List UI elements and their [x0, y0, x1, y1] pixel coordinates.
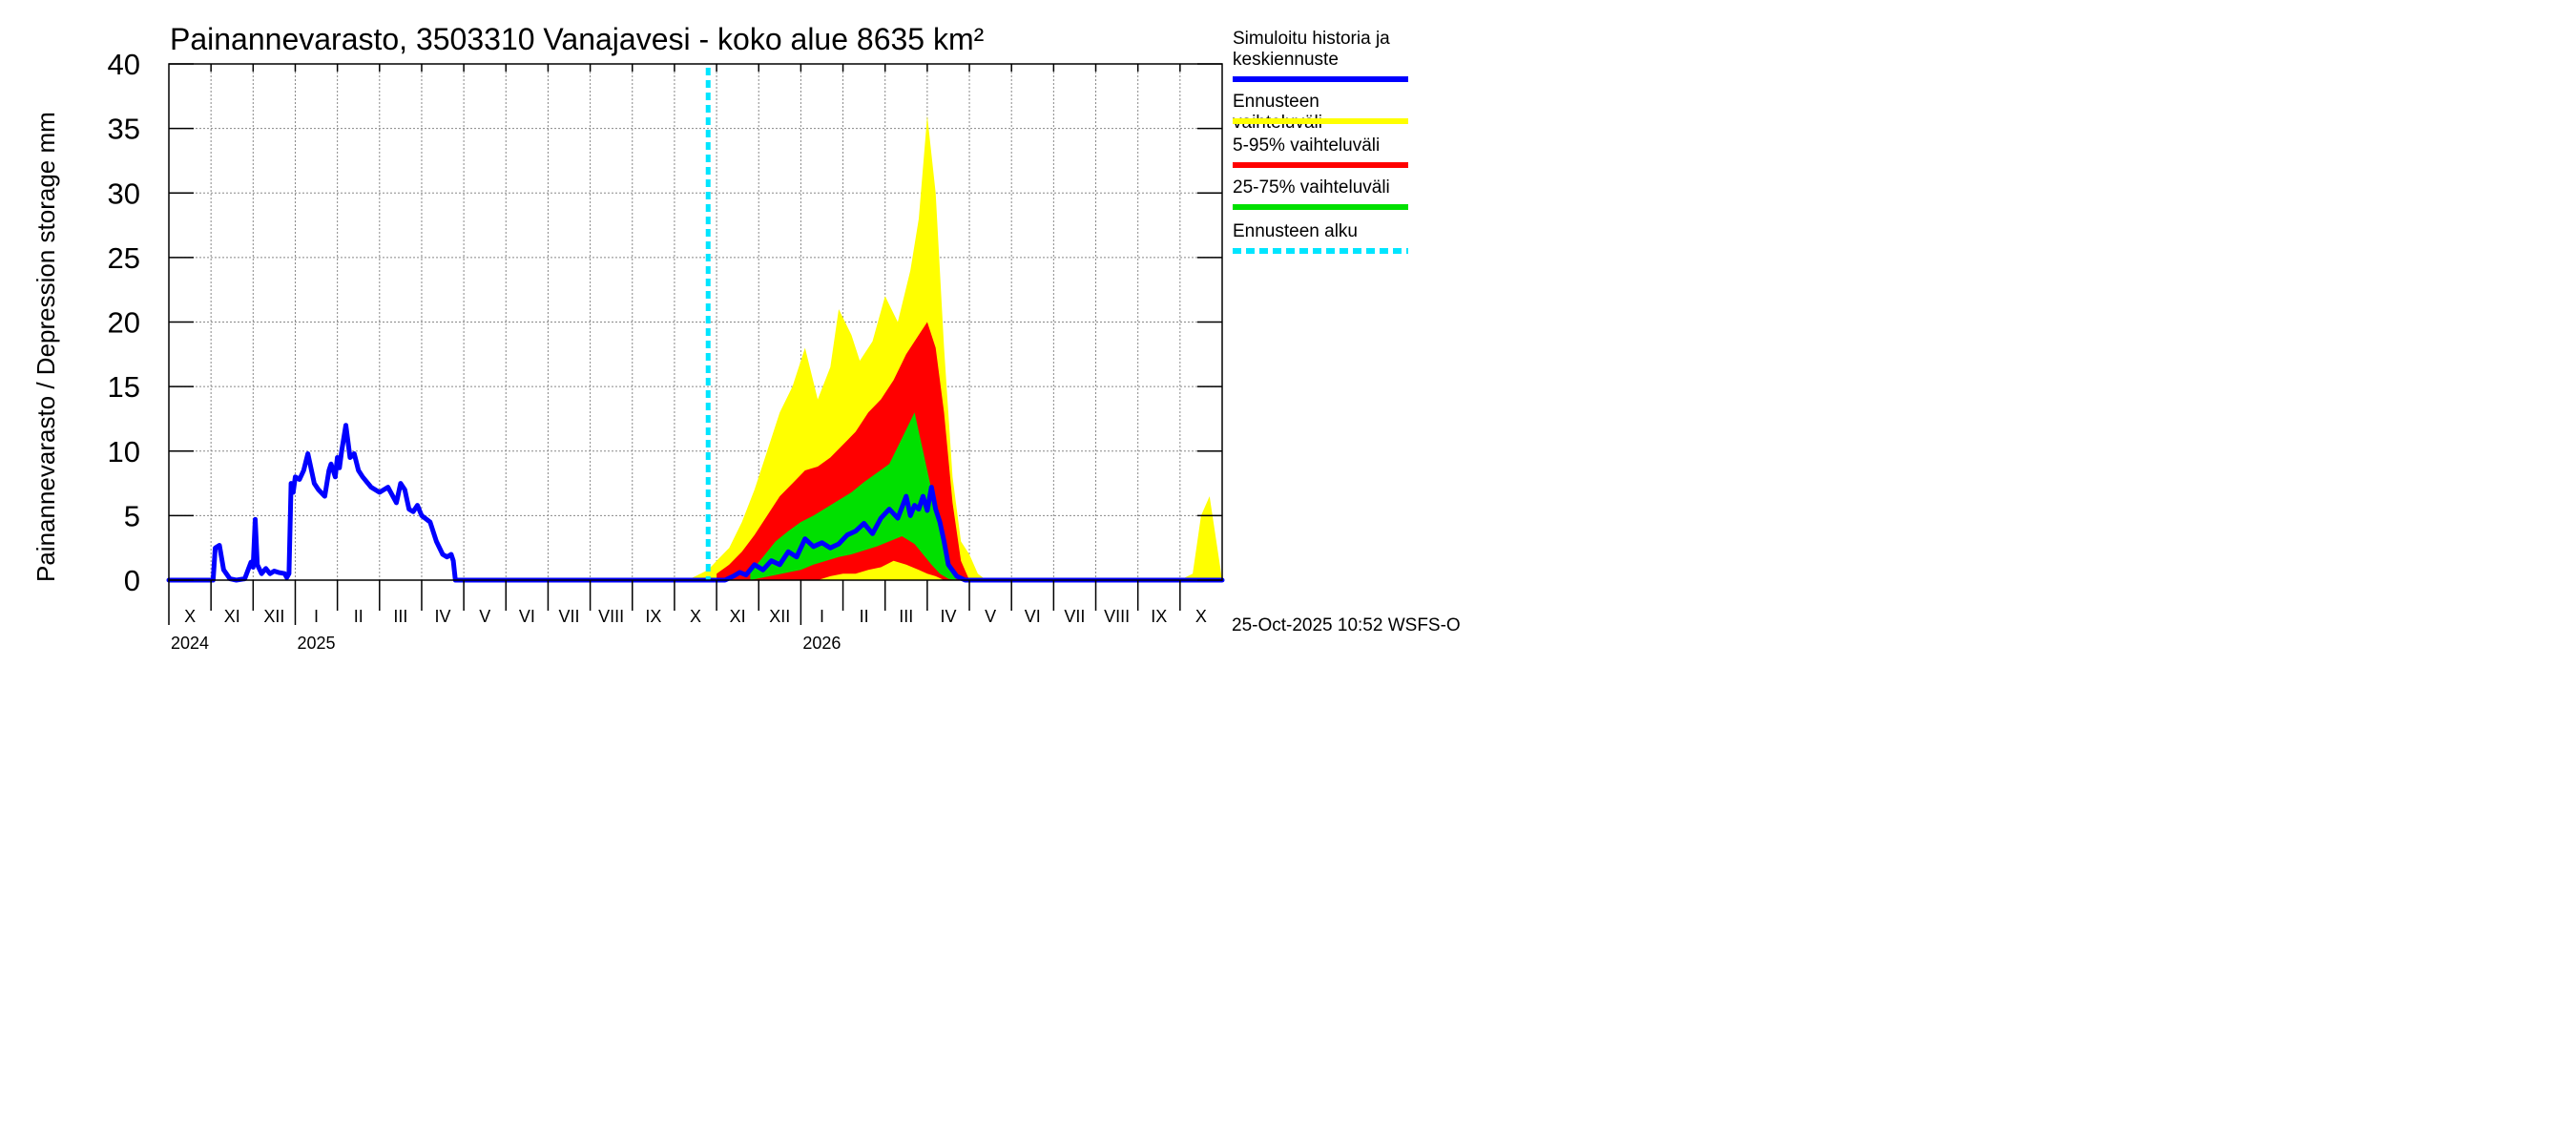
legend-label-range: Ennusteen vaihteluväli: [1233, 92, 1322, 133]
x-tick-label-13: XI: [730, 607, 746, 626]
mean-line-layer: [166, 423, 1225, 583]
x-tick-label-16: II: [860, 607, 869, 626]
x-tick-label-4: II: [354, 607, 364, 626]
x-tick-label-14: XII: [769, 607, 790, 626]
chart: Painannevarasto, 3503310 Vanajavesi - ko…: [31, 22, 1225, 653]
legend-item-mean: Simuloitu historia ja keskiennuste: [1233, 29, 1408, 82]
legend-swatch-25-75: [1233, 204, 1408, 210]
x-tick-label-11: IX: [645, 607, 661, 626]
x-tick-label-8: VI: [519, 607, 535, 626]
legend-item-5-95: 5-95% vaihteluväli: [1233, 135, 1408, 168]
legend-label-25-75: 25-75% vaihteluväli: [1233, 177, 1390, 198]
x-tick-label-17: III: [899, 607, 913, 626]
grid: [169, 63, 1222, 580]
legend-item-25-75: 25-75% vaihteluväli: [1233, 177, 1408, 210]
x-tick-label-5: III: [393, 607, 407, 626]
legend-swatch-5-95: [1233, 162, 1408, 168]
forecast-bands: [687, 115, 1222, 580]
x-tick-label-1: XI: [224, 607, 240, 626]
legend-swatch-mean: [1233, 76, 1408, 82]
x-tick-label-15: I: [820, 607, 824, 626]
legend-item-forecast-start: Ennusteen alku: [1233, 221, 1408, 254]
y-tick-label-3: 15: [108, 370, 140, 404]
x-tick-label-9: VII: [559, 607, 580, 626]
x-tick-label-7: V: [479, 607, 490, 626]
x-tick-label-6: IV: [435, 607, 451, 626]
year-label-1: 2025: [297, 634, 335, 653]
x-tick-label-21: VII: [1064, 607, 1085, 626]
x-tick-label-3: I: [314, 607, 319, 626]
band-2: [750, 412, 957, 580]
y-tick-label-7: 35: [108, 113, 140, 146]
y-tick-label-2: 10: [108, 435, 140, 468]
x-tick-label-18: IV: [940, 607, 956, 626]
legend-swatch-range: [1233, 118, 1408, 124]
x-tick-label-2: XII: [263, 607, 284, 626]
year-label-2: 2026: [802, 634, 841, 653]
x-tick-label-0: X: [184, 607, 196, 626]
x-tick-label-10: VIII: [598, 607, 624, 626]
legend-swatch-forecast-start: [1233, 248, 1408, 254]
x-tick-label-12: X: [690, 607, 701, 626]
legend-label-forecast-start: Ennusteen alku: [1233, 221, 1358, 241]
footer-timestamp: 25-Oct-2025 10:52 WSFS-O: [1232, 615, 1461, 635]
year-label-0: 2024: [171, 634, 209, 653]
y-tick-label-4: 20: [108, 306, 140, 340]
legend-label-5-95: 5-95% vaihteluväli: [1233, 135, 1381, 156]
y-axis-label: Painannevarasto / Depression storage mm: [31, 112, 60, 582]
y-tick-label-1: 5: [124, 499, 140, 532]
x-tick-label-24: X: [1195, 607, 1207, 626]
mean-line: [166, 423, 1225, 583]
x-tick-label-22: VIII: [1104, 607, 1130, 626]
x-tick-label-19: V: [985, 607, 996, 626]
y-tick-label-6: 30: [108, 177, 140, 210]
legend-label-mean: Simuloitu historia ja keskiennuste: [1233, 29, 1390, 70]
chart-title: Painannevarasto, 3503310 Vanajavesi - ko…: [170, 22, 985, 56]
legend-item-range: Ennusteen vaihteluväli: [1233, 92, 1408, 134]
x-tick-label-20: VI: [1025, 607, 1041, 626]
y-tick-label-8: 40: [108, 48, 140, 81]
y-tick-label-0: 0: [124, 564, 140, 597]
y-tick-label-5: 25: [108, 241, 140, 275]
x-tick-label-23: IX: [1151, 607, 1167, 626]
band-0: [687, 115, 1222, 580]
